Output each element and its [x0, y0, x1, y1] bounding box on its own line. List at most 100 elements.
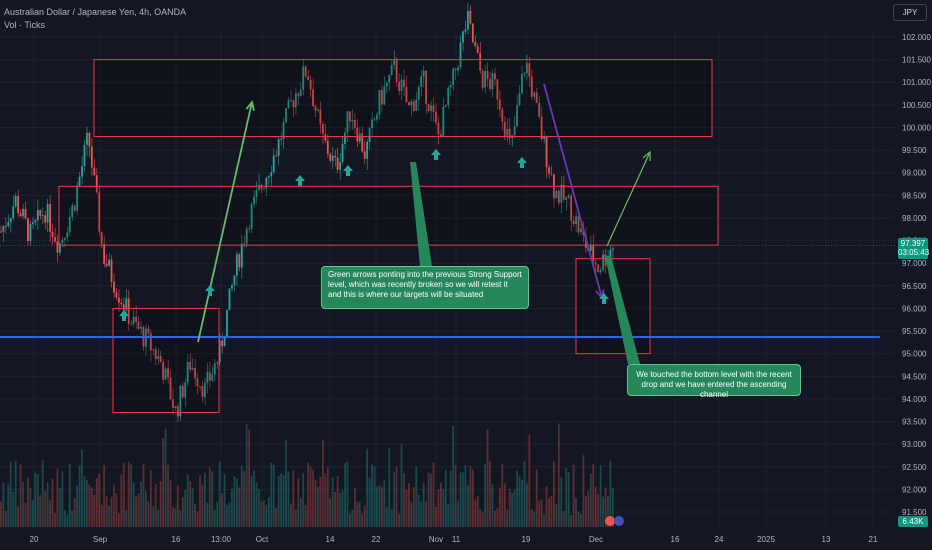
candle-body: [103, 243, 106, 264]
volume-bar: [395, 466, 398, 527]
candle-body: [604, 254, 607, 267]
volume-bar: [368, 477, 371, 527]
volume-bar: [474, 500, 477, 527]
candle-body: [545, 135, 548, 168]
trend-arrow[interactable]: [197, 101, 253, 343]
support-note[interactable]: Green arrows ponting into the previous S…: [321, 266, 529, 309]
channel-note[interactable]: We touched the bottom level with the rec…: [627, 364, 801, 399]
candle-body: [292, 100, 295, 108]
candle-body: [270, 172, 273, 177]
volume-bar: [117, 513, 120, 527]
candle-body: [149, 333, 152, 351]
candle-body: [471, 23, 474, 43]
volume-bar: [422, 483, 425, 527]
candle-body: [489, 79, 491, 90]
volume-bar: [176, 485, 179, 527]
volume-bar: [521, 479, 523, 527]
y-tick-label: 92.000: [902, 485, 927, 494]
y-tick-label: 100.500: [902, 101, 931, 110]
volume-bar: [66, 514, 69, 527]
candle-body: [93, 167, 96, 176]
volume-bar: [34, 472, 37, 527]
volume-bar: [19, 464, 22, 527]
volume-bar: [253, 470, 255, 527]
volume-bar: [349, 513, 351, 527]
y-tick-label: 102.000: [902, 33, 931, 42]
up-arrow-icon: [119, 310, 129, 321]
candle-body: [95, 175, 98, 193]
volume-bar: [533, 511, 536, 527]
candle-body: [415, 99, 418, 111]
flag-icon[interactable]: [614, 516, 624, 526]
candle-body: [307, 76, 310, 81]
volume-bar: [309, 466, 312, 527]
volume-bar: [572, 464, 575, 527]
candle-body: [100, 231, 103, 244]
volume-bar: [9, 461, 12, 527]
symbol-title[interactable]: Australian Dollar / Japanese Yen, 4h, OA…: [4, 7, 187, 17]
volume-indicator-label[interactable]: Vol · Ticks: [4, 20, 46, 30]
candle-body: [513, 126, 516, 136]
volume-bar: [562, 510, 565, 527]
volume-bar: [503, 483, 506, 527]
volume-bar: [565, 467, 568, 527]
candle-body: [267, 176, 270, 178]
candle-body: [233, 275, 236, 286]
volume-bar: [538, 500, 541, 527]
candle-body: [81, 165, 83, 177]
volume-bar: [282, 475, 285, 527]
candle-body: [351, 120, 354, 122]
x-tick-label: Sep: [93, 535, 108, 544]
candle-body: [457, 67, 459, 71]
candle-body: [319, 109, 322, 125]
candle-body: [208, 372, 211, 381]
candle-body: [44, 215, 47, 223]
currency-button[interactable]: JPY: [893, 4, 927, 21]
zone-boxes[interactable]: [58, 59, 719, 413]
volume-bar: [294, 509, 297, 527]
volume-bar: [238, 487, 241, 527]
candle-body: [181, 385, 184, 398]
volume-bar: [63, 510, 66, 527]
candle-body: [108, 259, 110, 266]
trend-arrow[interactable]: [606, 151, 651, 247]
candle-body: [39, 210, 42, 216]
candle-body: [277, 138, 280, 156]
indicator-badges[interactable]: [605, 516, 624, 526]
candle-body: [385, 82, 388, 87]
zone-box[interactable]: [58, 185, 719, 246]
candle-body: [538, 102, 541, 117]
volume-bar: [592, 463, 595, 527]
volume-bar: [481, 511, 484, 527]
price-axis[interactable]: 102.000 101.500 101.000 100.500 100.000 99.50…: [902, 33, 931, 517]
event-icon[interactable]: [605, 516, 615, 526]
volume-bar: [39, 495, 42, 527]
trend-arrow[interactable]: [543, 83, 603, 299]
zone-box[interactable]: [112, 307, 220, 413]
volume-bar: [100, 504, 103, 527]
volume-bar: [81, 449, 83, 527]
time-axis[interactable]: 20 Sep 16 13:00 Oct 14 22 Nov 11 19 Dec 16 24 2025 13 2…: [30, 535, 878, 544]
volume-bar: [135, 496, 137, 527]
volume-bars: [0, 423, 614, 527]
volume-bar: [270, 462, 273, 527]
y-tick-label: 99.000: [902, 169, 927, 178]
candle-body: [479, 52, 482, 71]
volume-bar: [103, 465, 106, 527]
candle-body: [373, 119, 376, 121]
candle-body: [223, 336, 226, 347]
volume-bar: [199, 475, 201, 527]
candle-body: [66, 232, 69, 238]
drawn-arrows[interactable]: [197, 83, 651, 364]
candle-body: [427, 103, 430, 112]
candle-body: [356, 127, 359, 142]
candle-body: [346, 111, 349, 133]
candle-body: [248, 228, 251, 230]
zone-box[interactable]: [93, 59, 713, 138]
volume-bar: [149, 470, 152, 527]
volume-bar: [14, 460, 17, 527]
volume-bar: [88, 484, 91, 527]
candle-body: [405, 86, 408, 103]
volume-bar: [498, 487, 501, 527]
candle-body: [592, 244, 595, 263]
